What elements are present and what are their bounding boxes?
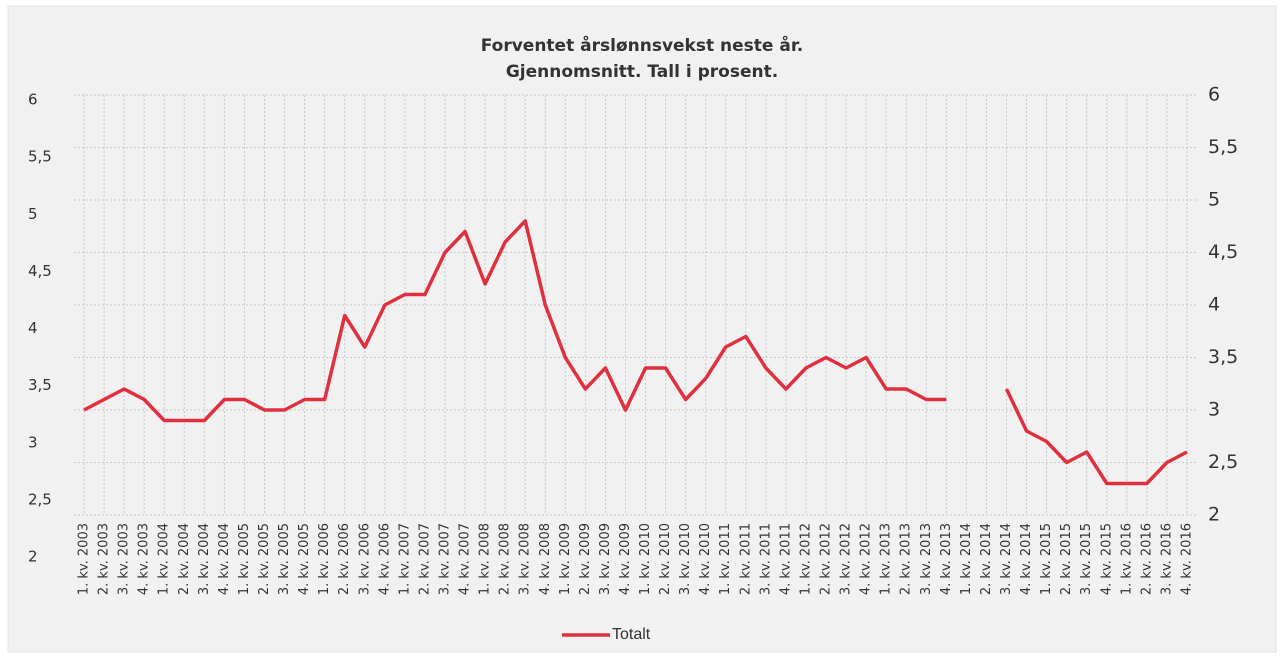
y2-tick-label: 6 [1208, 84, 1220, 106]
x-tick-label: 4. kv. 2010 [698, 523, 713, 595]
x-tick-label: 4. kv. 2005 [297, 523, 312, 595]
x-tick-label: 3. kv. 2015 [1079, 523, 1094, 595]
x-tick-label: 2. kv. 2009 [578, 523, 593, 595]
chart-title: Forventet årslønnsvekst neste år. [481, 34, 804, 56]
y2-tick-label: 5,5 [1208, 136, 1238, 158]
x-tick-label: 1. kv. 2013 [879, 523, 894, 595]
x-tick-label: 4. kv. 2008 [538, 523, 553, 595]
x-tick-label: 4. kv. 2006 [377, 523, 392, 595]
x-tick-label: 4. kv. 2003 [137, 523, 152, 595]
x-tick-label: 3. kv. 2008 [518, 523, 533, 595]
y-tick-label: 2,5 [28, 490, 52, 508]
x-tick-label: 1. kv. 2003 [77, 523, 92, 595]
x-tick-label: 3. kv. 2006 [357, 523, 372, 595]
chart-title: Gjennomsnitt. Tall i prosent. [506, 62, 778, 82]
y-tick-label: 4 [28, 319, 38, 337]
x-tick-label: 1. kv. 2014 [959, 523, 974, 595]
y2-tick-label: 2 [1208, 504, 1220, 526]
x-tick-label: 2. kv. 2004 [177, 523, 192, 595]
x-tick-label: 3. kv. 2005 [277, 523, 292, 595]
x-tick-label: 2. kv. 2012 [819, 523, 834, 595]
x-tick-label: 1. kv. 2012 [798, 523, 813, 595]
x-tick-label: 4. kv. 2011 [778, 523, 793, 595]
x-tick-label: 4. kv. 2013 [939, 523, 954, 595]
x-tick-label: 2. kv. 2007 [417, 523, 432, 595]
x-tick-label: 4. kv. 2007 [458, 523, 473, 595]
x-tick-label: 3. kv. 2007 [437, 523, 452, 595]
x-tick-label: 3. kv. 2014 [999, 523, 1014, 595]
x-tick-label: 1. kv. 2004 [157, 523, 172, 595]
x-tick-label: 1. kv. 2009 [558, 523, 573, 595]
x-tick-label: 1. kv. 2006 [317, 523, 332, 595]
y-tick-label: 3,5 [28, 376, 52, 394]
x-tick-label: 2. kv. 2010 [658, 523, 673, 595]
x-tick-label: 1. kv. 2010 [638, 523, 653, 595]
line-series [83, 219, 947, 423]
x-tick-label: 1. kv. 2005 [237, 523, 252, 595]
x-tick-label: 1. kv. 2015 [1039, 523, 1054, 595]
y2-tick-label: 3 [1208, 399, 1220, 421]
y-tick-label: 5,5 [28, 148, 52, 166]
x-tick-label: 4. kv. 2012 [859, 523, 874, 595]
x-tick-label: 4. kv. 2014 [1019, 523, 1034, 595]
x-tick-label: 1. kv. 2016 [1119, 523, 1134, 595]
chart-background [7, 5, 1277, 653]
x-tick-label: 2. kv. 2013 [899, 523, 914, 595]
x-tick-label: 3. kv. 2009 [598, 523, 613, 595]
line-series [1004, 388, 1188, 486]
y2-tick-label: 3,5 [1208, 346, 1238, 368]
y2-tick-label: 5 [1208, 189, 1220, 211]
x-tick-label: 4. kv. 2016 [1179, 523, 1194, 595]
x-tick-label: 2. kv. 2016 [1139, 523, 1154, 595]
x-tick-label: 3. kv. 2004 [197, 523, 212, 595]
x-tick-label: 2. kv. 2005 [257, 523, 272, 595]
y-tick-label: 3 [28, 433, 38, 451]
x-tick-label: 3. kv. 2010 [678, 523, 693, 595]
x-tick-label: 2. kv. 2011 [738, 523, 753, 595]
x-tick-label: 3. kv. 2003 [117, 523, 132, 595]
x-tick-label: 3. kv. 2013 [919, 523, 934, 595]
x-tick-label: 3. kv. 2016 [1159, 523, 1174, 595]
y-tick-label: 5 [28, 205, 38, 223]
x-tick-label: 2. kv. 2006 [337, 523, 352, 595]
x-tick-label: 3. kv. 2012 [839, 523, 854, 595]
x-tick-label: 3. kv. 2011 [758, 523, 773, 595]
y2-tick-label: 2,5 [1208, 451, 1238, 473]
x-tick-label: 1. kv. 2008 [478, 523, 493, 595]
x-tick-label: 4. kv. 2015 [1099, 523, 1114, 595]
x-tick-label: 2. kv. 2015 [1059, 523, 1074, 595]
x-tick-label: 4. kv. 2004 [217, 523, 232, 595]
x-tick-label: 2. kv. 2008 [498, 523, 513, 595]
y-tick-label: 2 [28, 548, 38, 566]
y-tick-label: 4,5 [28, 262, 52, 280]
y-tick-label: 6 [28, 91, 38, 109]
x-tick-label: 1. kv. 2007 [397, 523, 412, 595]
legend-label: Totalt [612, 626, 651, 643]
x-tick-label: 4. kv. 2009 [618, 523, 633, 595]
y2-tick-label: 4 [1208, 294, 1220, 316]
x-tick-label: 2. kv. 2003 [97, 523, 112, 595]
x-tick-label: 1. kv. 2011 [718, 523, 733, 595]
x-tick-label: 2. kv. 2014 [979, 523, 994, 595]
y2-tick-label: 4,5 [1208, 241, 1238, 263]
